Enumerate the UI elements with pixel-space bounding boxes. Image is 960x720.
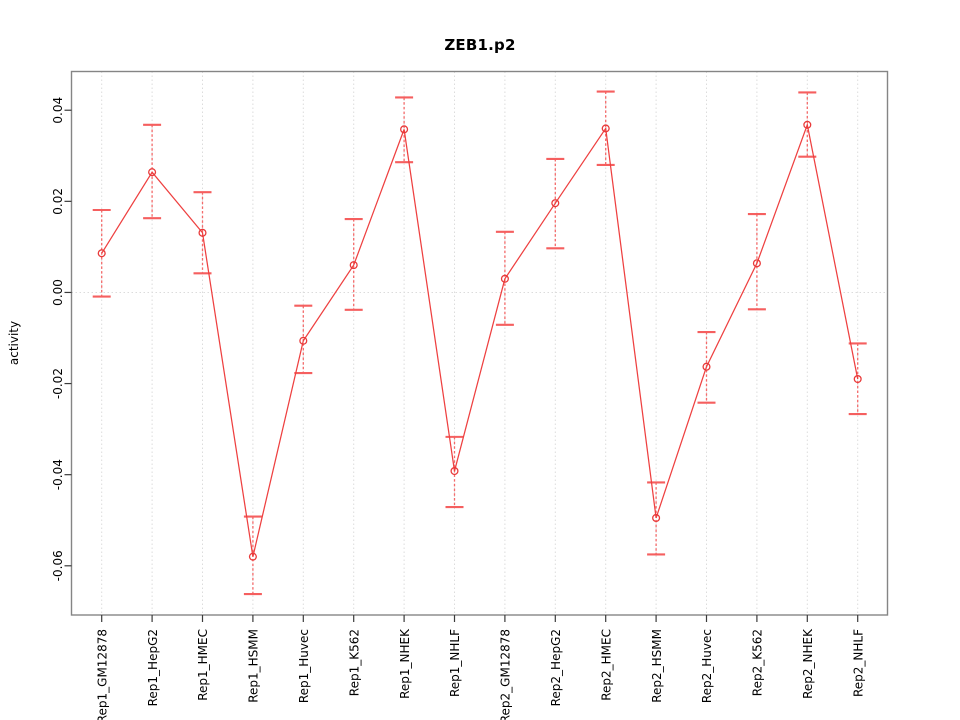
x-tick-label: Rep2_HSMM xyxy=(650,629,664,703)
y-tick-label: 0.00 xyxy=(51,279,65,306)
data-point-marker xyxy=(853,374,862,384)
y-tick-label: 0.04 xyxy=(51,97,65,124)
x-tick-label: Rep2_Huvec xyxy=(700,629,714,703)
data-point-marker xyxy=(702,362,711,371)
x-tick-label: Rep2_NHLF xyxy=(851,629,865,697)
x-tick-label: Rep1_HepG2 xyxy=(146,629,160,706)
x-tick-label: Rep2_NHEK xyxy=(801,628,815,699)
data-point-marker xyxy=(601,124,610,133)
x-tick-label: Rep2_HepG2 xyxy=(549,629,563,706)
y-tick-label: 0.02 xyxy=(51,188,65,215)
data-point-marker xyxy=(349,261,358,270)
data-point-marker xyxy=(752,259,761,268)
data-point-marker xyxy=(400,125,409,134)
x-tick-label: Rep1_HSMM xyxy=(247,629,261,703)
data-point-marker xyxy=(248,552,257,561)
x-tick-label: Rep1_GM12878 xyxy=(95,629,109,720)
x-tick-label: Rep1_HMEC xyxy=(196,629,210,701)
data-point-marker xyxy=(652,513,661,523)
y-tick-label: -0.02 xyxy=(51,368,65,399)
y-tick-label: -0.06 xyxy=(51,550,65,581)
x-tick-label: Rep2_GM12878 xyxy=(499,629,513,720)
data-point-marker xyxy=(198,228,207,237)
x-tick-label: Rep1_NHLF xyxy=(448,629,462,697)
x-tick-label: Rep2_HMEC xyxy=(599,629,613,701)
plot-box xyxy=(70,70,889,616)
data-point-marker xyxy=(500,274,509,283)
x-tick-label: Rep1_Huvec xyxy=(297,629,311,703)
x-tick-label: Rep2_K562 xyxy=(751,629,765,696)
data-point-marker xyxy=(551,199,560,208)
data-point-marker xyxy=(803,120,812,129)
x-tick-label: Rep1_K562 xyxy=(347,629,361,696)
data-point-marker xyxy=(450,466,459,476)
x-tick-label: Rep1_NHEK xyxy=(398,628,412,699)
data-point-marker xyxy=(97,249,106,258)
y-tick-label: -0.04 xyxy=(51,459,65,490)
chart-title: ZEB1.p2 xyxy=(444,36,516,54)
data-point-marker xyxy=(148,168,157,177)
series-line xyxy=(101,122,859,557)
data-point-marker xyxy=(299,336,308,345)
